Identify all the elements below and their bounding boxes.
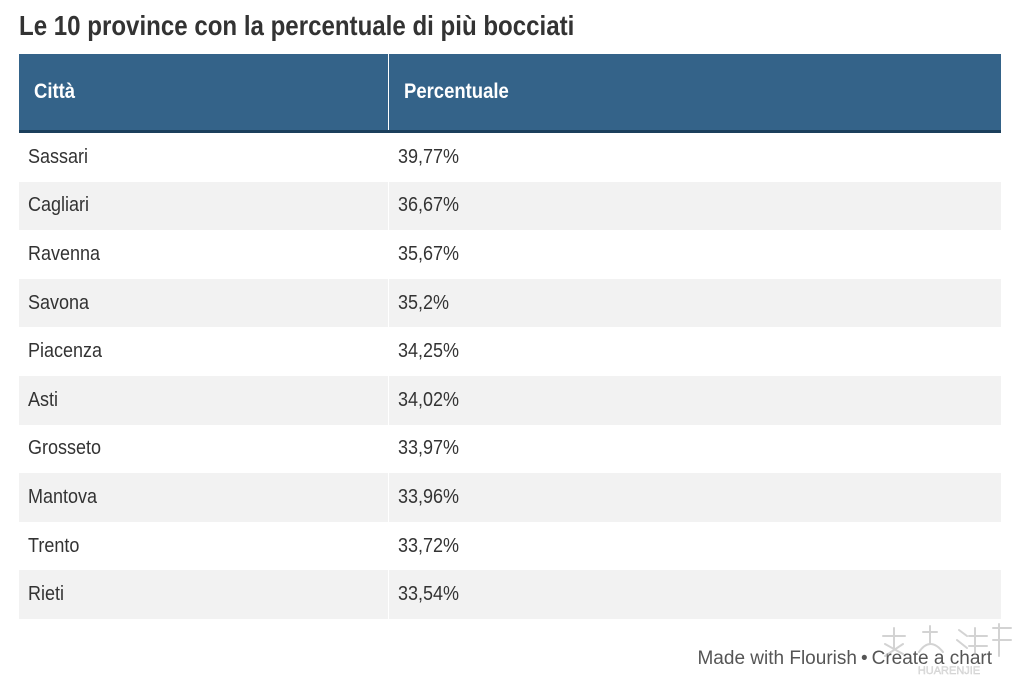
city-cell: Rieti xyxy=(19,570,389,619)
table-row: Sassari 39,77% xyxy=(19,131,1001,182)
table-row: Grosseto 33,97% xyxy=(19,424,1001,474)
table-row: Ravenna 35,67% xyxy=(19,230,1001,279)
city-cell: Asti xyxy=(19,375,389,425)
percentage-cell: 34,25% xyxy=(397,340,459,363)
footer-separator: • xyxy=(860,648,868,669)
table-row: Savona 35,2% xyxy=(19,278,1001,328)
table-row: Cagliari 36,67% xyxy=(19,181,1001,231)
watermark-text: HUARENJIE xyxy=(918,665,980,677)
city-cell: Sassari xyxy=(19,131,389,182)
percentage-cell: 36,67% xyxy=(388,181,1001,231)
table-row: Mantova 33,96% xyxy=(19,473,1001,522)
data-table: Città Percentuale Sassari 39,77% Cagliar… xyxy=(19,54,1001,619)
table-row: Trento 33,72% xyxy=(19,521,1001,571)
percentage-cell: 33,96% xyxy=(388,473,1001,522)
percentage-cell: 33,72% xyxy=(397,534,459,557)
city-cell: Savona xyxy=(19,278,389,328)
percentage-cell: 33,54% xyxy=(388,570,1001,619)
percentage-cell: 34,02% xyxy=(388,375,1001,425)
city-cell: Cagliari xyxy=(19,181,389,231)
percentage-cell: 39,77% xyxy=(397,145,459,168)
column-header-percentage[interactable]: Percentuale xyxy=(388,54,1001,133)
table-header: Città Percentuale xyxy=(19,54,1001,133)
table-row: Rieti 33,54% xyxy=(19,570,1001,619)
city-cell: Trento xyxy=(19,521,389,571)
watermark-logo: HUARENJIE xyxy=(882,623,1012,677)
percentage-cell: 35,2% xyxy=(388,278,1001,328)
city-cell: Grosseto xyxy=(19,424,389,474)
percentage-cell: 33,97% xyxy=(397,437,459,460)
city-cell: Mantova xyxy=(19,473,389,522)
percentage-cell: 35,67% xyxy=(397,242,459,265)
table-body: Sassari 39,77% Cagliari 36,67% Ravenna 3… xyxy=(19,131,1001,619)
page-title: Le 10 province con la percentuale di più… xyxy=(19,10,575,41)
table-row: Piacenza 34,25% xyxy=(19,327,1001,376)
table-row: Asti 34,02% xyxy=(19,375,1001,425)
header-row: Città Percentuale xyxy=(19,54,1001,133)
city-cell: Ravenna xyxy=(19,230,389,279)
city-cell: Piacenza xyxy=(19,327,389,376)
column-header-city[interactable]: Città xyxy=(19,54,389,133)
made-with-flourish-link[interactable]: Made with Flourish xyxy=(697,648,857,669)
